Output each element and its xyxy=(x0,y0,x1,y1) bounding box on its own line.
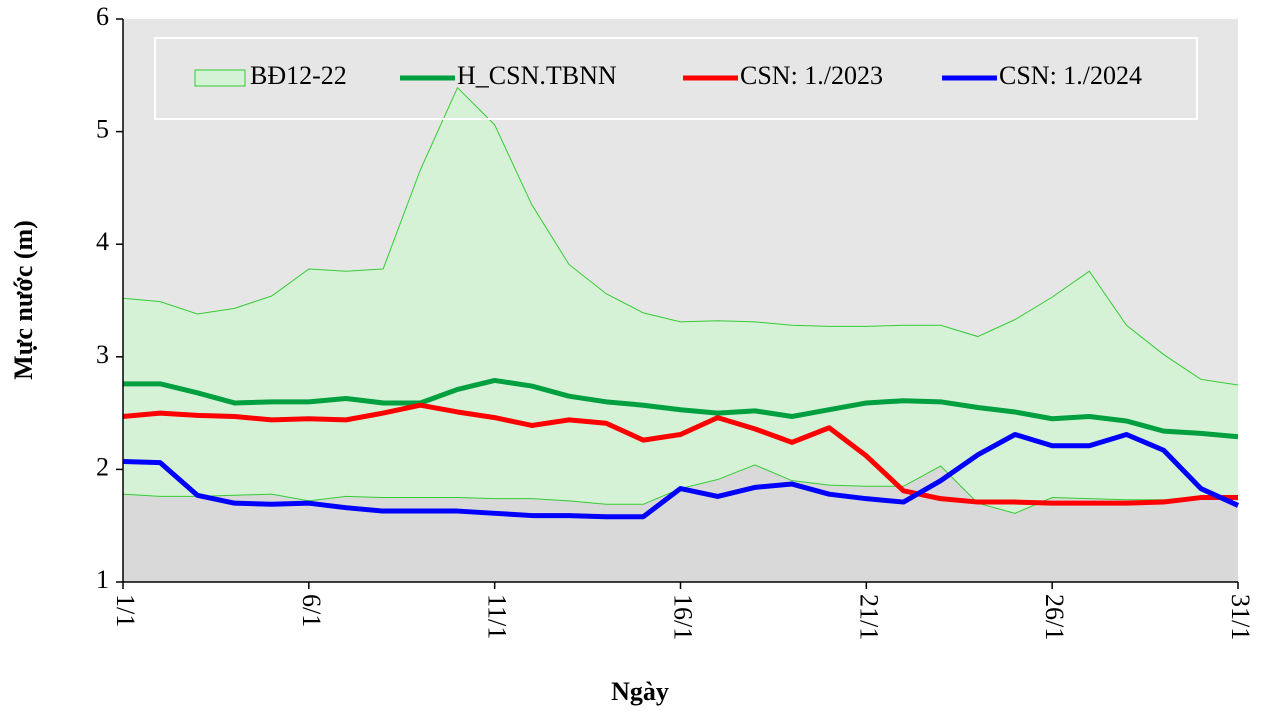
x-tick-label: 1/1 xyxy=(111,594,140,627)
x-tick-label: 31/1 xyxy=(1226,594,1255,640)
x-tick-label: 16/1 xyxy=(669,594,698,640)
y-tick-label: 2 xyxy=(96,452,109,481)
band-edge xyxy=(122,86,1239,386)
y-tick-label: 4 xyxy=(96,227,109,256)
legend-label: H_CSN.TBNN xyxy=(457,61,617,90)
legend-label: CSN: 1./2023 xyxy=(740,61,883,90)
series-line xyxy=(122,431,1240,520)
legend-swatch xyxy=(194,69,246,87)
y-tick-label: 3 xyxy=(96,340,109,369)
x-tick-label: 11/1 xyxy=(483,594,512,639)
x-tick-label: 26/1 xyxy=(1040,594,1069,640)
y-axis-title: Mực nước (m) xyxy=(9,220,38,380)
legend-label: CSN: 1./2024 xyxy=(999,61,1142,90)
series-line xyxy=(122,402,1238,506)
y-tick-label: 1 xyxy=(96,565,109,594)
x-tick-label: 6/1 xyxy=(297,594,326,627)
legend: BĐ12-22 H_CSN.TBNN CSN: 1./2023 CSN: 1./202… xyxy=(154,37,1198,120)
y-tick-label: 5 xyxy=(96,115,109,144)
below-band-area xyxy=(123,464,1238,582)
legend-label: BĐ12-22 xyxy=(250,61,347,90)
x-axis-title: Ngày xyxy=(611,677,669,706)
plot-area xyxy=(122,19,1240,582)
series-line xyxy=(123,377,1239,440)
legend-box xyxy=(154,37,1198,120)
y-tick-label: 6 xyxy=(96,2,109,31)
x-tick-label: 21/1 xyxy=(854,594,883,640)
